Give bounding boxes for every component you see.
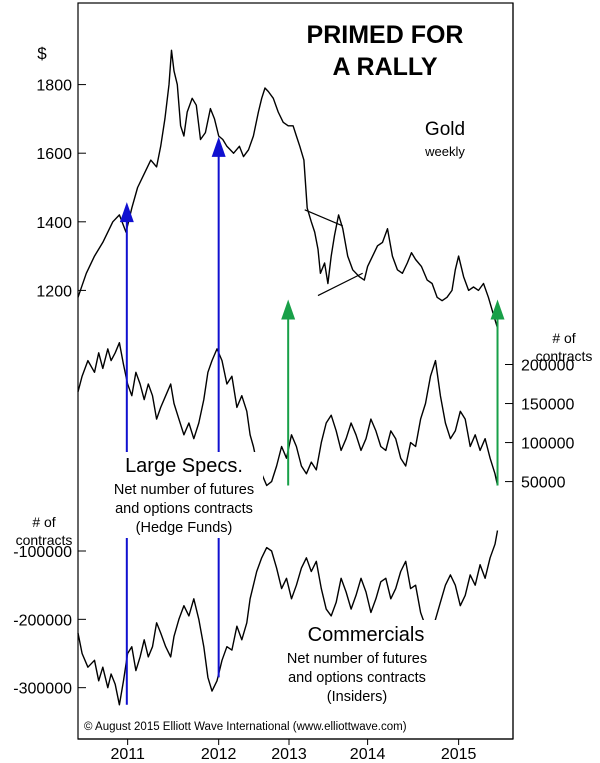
triangle-upper-line <box>304 209 344 227</box>
commercials-series-label: Commercials <box>308 624 425 646</box>
gold-series-label: Gold <box>425 119 465 140</box>
triangle-pattern <box>304 209 363 297</box>
gold-y-unit: $ <box>37 44 47 63</box>
signal-arrow-head <box>490 299 505 320</box>
commercials-label-backdrop <box>262 620 460 706</box>
copyright-footer: © August 2015 Elliott Wave International… <box>84 721 407 733</box>
specs-desc-line-1: Net number of futures <box>114 482 254 498</box>
signal-arrow-head <box>281 299 296 320</box>
specs-desc-line-2: and options contracts <box>115 501 253 517</box>
specs-series-label: Large Specs. <box>125 455 243 477</box>
commercials-tick-label: -100000 <box>13 544 72 561</box>
gold-series-sublabel: weekly <box>424 144 465 159</box>
gold-y-ticks: 1200 1400 1600 1800 <box>36 78 86 300</box>
commercials-y-ticks: -100000 -200000 -300000 <box>13 544 86 698</box>
x-ticks: 2011 2012 2013 2014 2015 <box>110 739 477 763</box>
commercials-desc-line-3: (Insiders) <box>327 689 387 705</box>
large-specs-tick-label: 150000 <box>521 397 574 414</box>
large-specs-series-line <box>77 342 499 487</box>
gold-tick-label: 1800 <box>36 78 72 95</box>
x-tick-label: 2011 <box>110 746 145 763</box>
commercials-tick-label: -300000 <box>13 681 72 698</box>
signal-arrow-head <box>211 136 226 157</box>
commercials-y-label-line-1: # of <box>32 514 55 530</box>
chart-title-line-1: PRIMED FOR <box>307 21 464 49</box>
commercials-desc-line-2: and options contracts <box>288 670 426 686</box>
x-tick-label: 2014 <box>350 746 386 763</box>
signal-arrow-head <box>119 202 134 223</box>
specs-y-ticks: 50000 100000 150000 200000 <box>505 358 574 492</box>
gold-tick-label: 1400 <box>36 215 72 232</box>
gold-tick-label: 1600 <box>36 146 72 163</box>
commercials-desc-line-1: Net number of futures <box>287 651 427 667</box>
large-specs-tick-label: 100000 <box>521 436 574 453</box>
gold-series-line <box>77 49 499 329</box>
specs-desc-line-3: (Hedge Funds) <box>136 520 233 536</box>
commercials-tick-label: -200000 <box>13 612 72 629</box>
triangle-lower-line <box>317 272 363 297</box>
specs-y-label-line-2: contracts <box>536 348 593 364</box>
x-tick-label: 2012 <box>201 746 237 763</box>
commercials-y-label-line-2: contracts <box>16 532 73 548</box>
large-specs-tick-label: 50000 <box>521 475 566 492</box>
signal-arrows <box>119 136 505 705</box>
specs-y-label-line-1: # of <box>552 330 575 346</box>
large-specs-tick-label: 200000 <box>521 358 574 375</box>
x-tick-label: 2015 <box>441 746 477 763</box>
chart-title-line-2: A RALLY <box>332 53 437 81</box>
gold-tick-label: 1200 <box>36 283 72 300</box>
x-tick-label: 2013 <box>271 746 307 763</box>
specs-label-backdrop <box>108 452 263 538</box>
